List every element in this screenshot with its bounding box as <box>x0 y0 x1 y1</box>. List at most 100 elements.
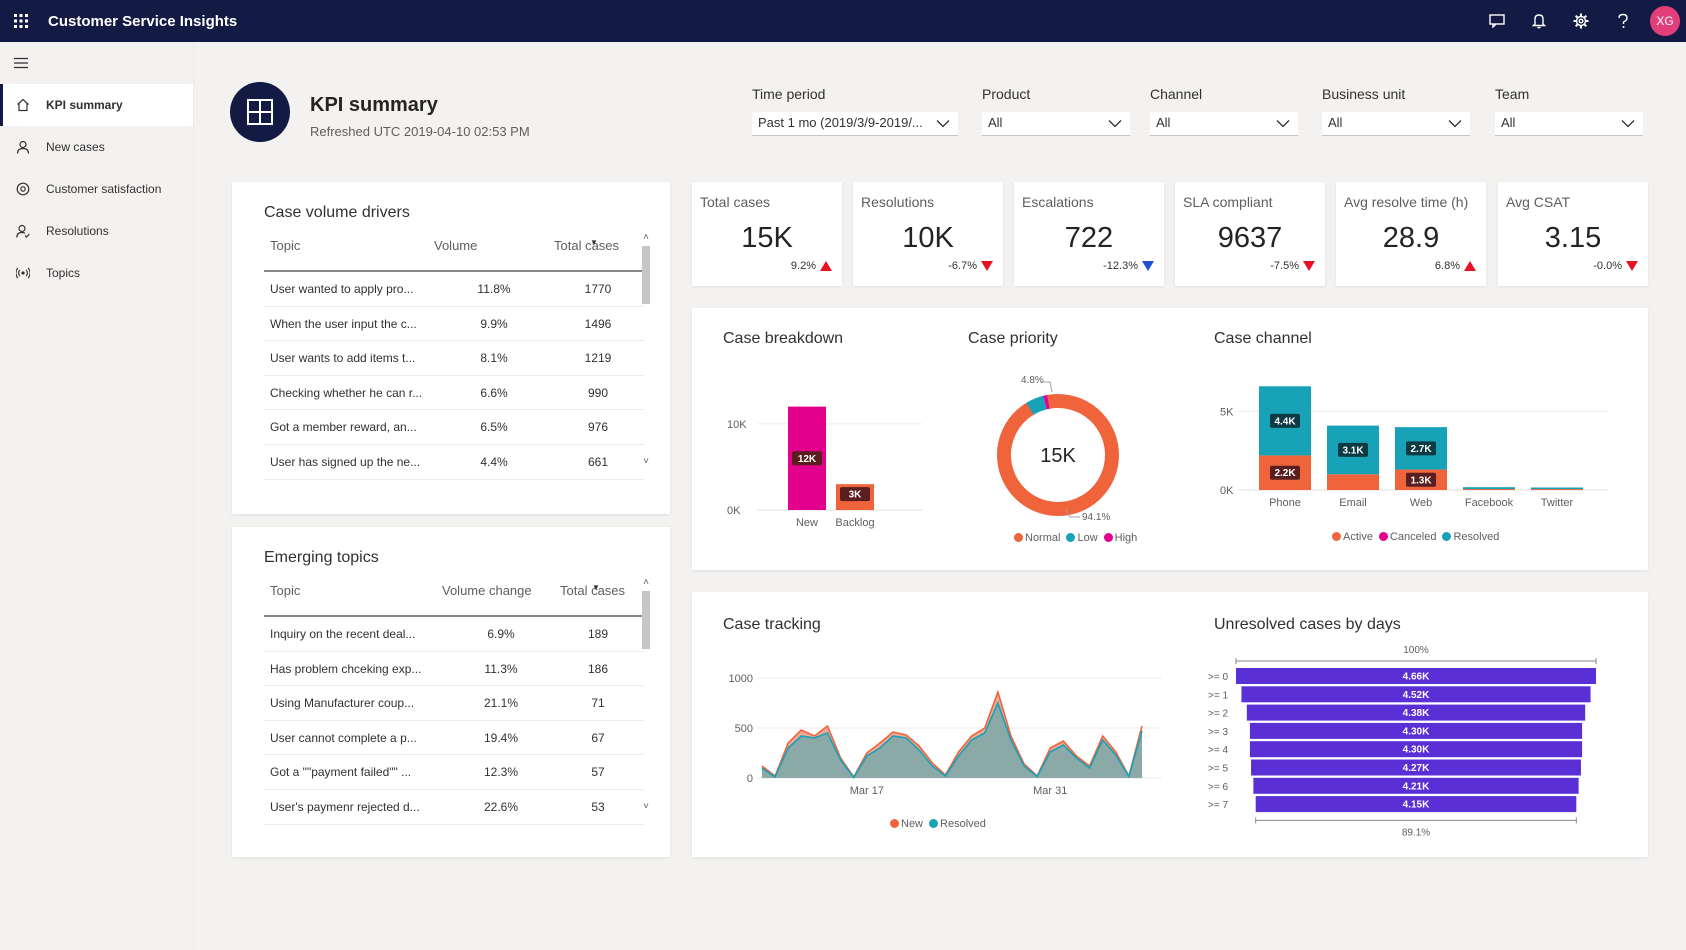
table-row[interactable]: User cannot complete a p... 19.4% 67 <box>264 721 644 756</box>
sidebar-item-topics[interactable]: Topics <box>0 252 193 294</box>
sidebar-item-label: Customer satisfaction <box>46 182 162 196</box>
time-period-dropdown[interactable]: Past 1 mo (2019/3/9-2019/... <box>752 112 958 136</box>
scroll-down-icon[interactable]: ˅ <box>643 801 649 812</box>
kpi-tile-total-cases[interactable]: Total cases 15K 9.2% <box>692 182 842 286</box>
sidebar-item-resolutions[interactable]: Resolutions <box>0 210 193 252</box>
table-row[interactable]: Got a member reward, an... 6.5% 976 <box>264 410 644 445</box>
bar-twitter-active[interactable] <box>1531 489 1583 490</box>
y-tick-label: 500 <box>735 723 753 735</box>
kpi-delta: -6.7% <box>948 260 993 272</box>
topic-cell: Got a ""payment failed"" ... <box>270 765 412 780</box>
x-tick-label: Mar 17 <box>850 785 884 797</box>
legend-item-low[interactable]: Low <box>1066 532 1098 544</box>
column-header-topic[interactable]: Topic <box>270 238 301 253</box>
table-row[interactable]: User's paymenr rejected d... 22.6% 53 <box>264 790 644 825</box>
table-row[interactable]: Has problem chceking exp... 11.3% 186 <box>264 652 644 687</box>
topic-cell: Got a member reward, an... <box>270 420 417 435</box>
legend-item-normal[interactable]: Normal <box>1014 532 1060 544</box>
column-header-topic[interactable]: Topic <box>270 583 301 598</box>
chat-icon[interactable] <box>1476 0 1518 42</box>
avatar[interactable]: XG <box>1650 6 1680 36</box>
scrollbar-thumb[interactable] <box>642 246 650 304</box>
sidebar-item-new-cases[interactable]: New cases <box>0 126 193 168</box>
funnel-bar[interactable] <box>1241 686 1591 703</box>
sidebar-item-customer-satisfaction[interactable]: Customer satisfaction <box>0 168 193 210</box>
scroll-down-icon[interactable]: ˅ <box>643 456 649 467</box>
data-label-box <box>792 451 822 466</box>
table-row[interactable]: User wanted to apply pro... 11.8% 1770 <box>264 272 644 307</box>
funnel-bar[interactable] <box>1249 722 1583 739</box>
trend-down-icon <box>1626 261 1638 271</box>
topics-icon <box>14 264 32 282</box>
total-cases-cell: 990 <box>587 385 609 400</box>
total-cases-cell: 976 <box>587 420 609 435</box>
sidebar-item-kpi-summary[interactable]: KPI summary <box>0 84 193 126</box>
trend-up-icon <box>820 261 832 271</box>
column-header-total-cases[interactable]: Total cases <box>560 583 626 598</box>
table-row[interactable]: Got a ""payment failed"" ... 12.3% 57 <box>264 755 644 790</box>
table-row[interactable]: Inquiry on the recent deal... 6.9% 189 <box>264 617 644 652</box>
scroll-up-icon[interactable]: ˄ <box>643 232 649 243</box>
scrollbar[interactable]: ˄ ˅ <box>640 232 652 472</box>
scrollbar-thumb[interactable] <box>642 591 650 649</box>
kpi-tile-escalations[interactable]: Escalations 722 -12.3% <box>1014 182 1164 286</box>
funnel-bar[interactable] <box>1255 796 1577 813</box>
column-header-total-cases[interactable]: Total cases <box>554 238 620 253</box>
legend-item-resolved[interactable]: Resolved <box>929 818 986 830</box>
kpi-tile-resolutions[interactable]: Resolutions 10K -6.7% <box>853 182 1003 286</box>
topic-cell: When the user input the c... <box>270 316 417 331</box>
sort-descending-icon[interactable]: ▼ <box>590 238 598 247</box>
table-row[interactable]: Checking whether he can r... 6.6% 990 <box>264 376 644 411</box>
legend-item-new[interactable]: New <box>890 818 923 830</box>
line-resolved[interactable] <box>761 700 1143 779</box>
scroll-up-icon[interactable]: ˄ <box>643 577 649 588</box>
column-header-volume-change[interactable]: Volume change <box>442 583 532 598</box>
business-unit-dropdown[interactable]: All <box>1322 112 1470 136</box>
table-row[interactable]: User has signed up the ne... 4.4% 661 <box>264 445 644 480</box>
funnel-bar[interactable] <box>1249 741 1583 758</box>
legend-item-resolved[interactable]: Resolved <box>1442 531 1499 543</box>
data-label-box <box>840 487 870 502</box>
hamburger-menu-icon[interactable] <box>0 42 42 84</box>
table-row[interactable]: User wants to add items t... 8.1% 1219 <box>264 341 644 376</box>
filter-time-period: Time period Past 1 mo (2019/3/9-2019/... <box>752 86 958 136</box>
legend-item-active[interactable]: Active <box>1332 531 1373 543</box>
kpi-delta-value: -0.0% <box>1593 260 1622 272</box>
scrollbar[interactable]: ˄ ˅ <box>640 577 652 817</box>
slice-normal[interactable] <box>995 392 1120 517</box>
data-label: 2.7K <box>1410 444 1432 455</box>
page-header: KPI summary Refreshed UTC 2019-04-10 02:… <box>230 82 650 144</box>
column-header-volume[interactable]: Volume <box>434 238 478 253</box>
funnel-bar[interactable] <box>1253 777 1579 794</box>
legend-item-high[interactable]: High <box>1103 532 1137 544</box>
bell-icon[interactable] <box>1518 0 1560 42</box>
table-row[interactable]: When the user input the c... 9.9% 1496 <box>264 307 644 342</box>
sort-descending-icon[interactable]: ▼ <box>592 583 600 592</box>
bar-email-active[interactable] <box>1327 474 1379 490</box>
bar-twitter-resolved[interactable] <box>1531 487 1583 490</box>
data-label: 1.3K <box>1410 475 1432 486</box>
y-tick-label: >= 7 <box>1208 800 1228 811</box>
funnel-bar[interactable] <box>1246 704 1586 721</box>
kpi-tile-sla-compliant[interactable]: SLA compliant 9637 -7.5% <box>1175 182 1325 286</box>
table-row[interactable]: Using Manufacturer coup... 21.1% 71 <box>264 686 644 721</box>
help-icon[interactable] <box>1602 0 1644 42</box>
dropdown-value: All <box>988 115 1003 130</box>
x-tick-label: Mar 31 <box>1033 785 1067 797</box>
waffle-icon[interactable] <box>0 0 42 42</box>
line-new[interactable] <box>761 689 1143 779</box>
bar-facebook-active[interactable] <box>1463 489 1515 490</box>
kpi-tile-avg-resolve-time-h[interactable]: Avg resolve time (h) 28.9 6.8% <box>1336 182 1486 286</box>
funnel-bar[interactable] <box>1251 759 1581 776</box>
kpi-tile-avg-csat[interactable]: Avg CSAT 3.15 -0.0% <box>1498 182 1648 286</box>
team-dropdown[interactable]: All <box>1495 112 1643 136</box>
person-icon <box>14 138 32 156</box>
channel-dropdown[interactable]: All <box>1150 112 1298 136</box>
data-label-box <box>1406 472 1436 487</box>
funnel-bar[interactable] <box>1236 668 1596 684</box>
gear-icon[interactable] <box>1560 0 1602 42</box>
product-dropdown[interactable]: All <box>982 112 1130 136</box>
legend-item-canceled[interactable]: Canceled <box>1378 531 1436 543</box>
y-tick-label: >= 4 <box>1208 745 1228 756</box>
bar-facebook-resolved[interactable] <box>1463 487 1515 490</box>
